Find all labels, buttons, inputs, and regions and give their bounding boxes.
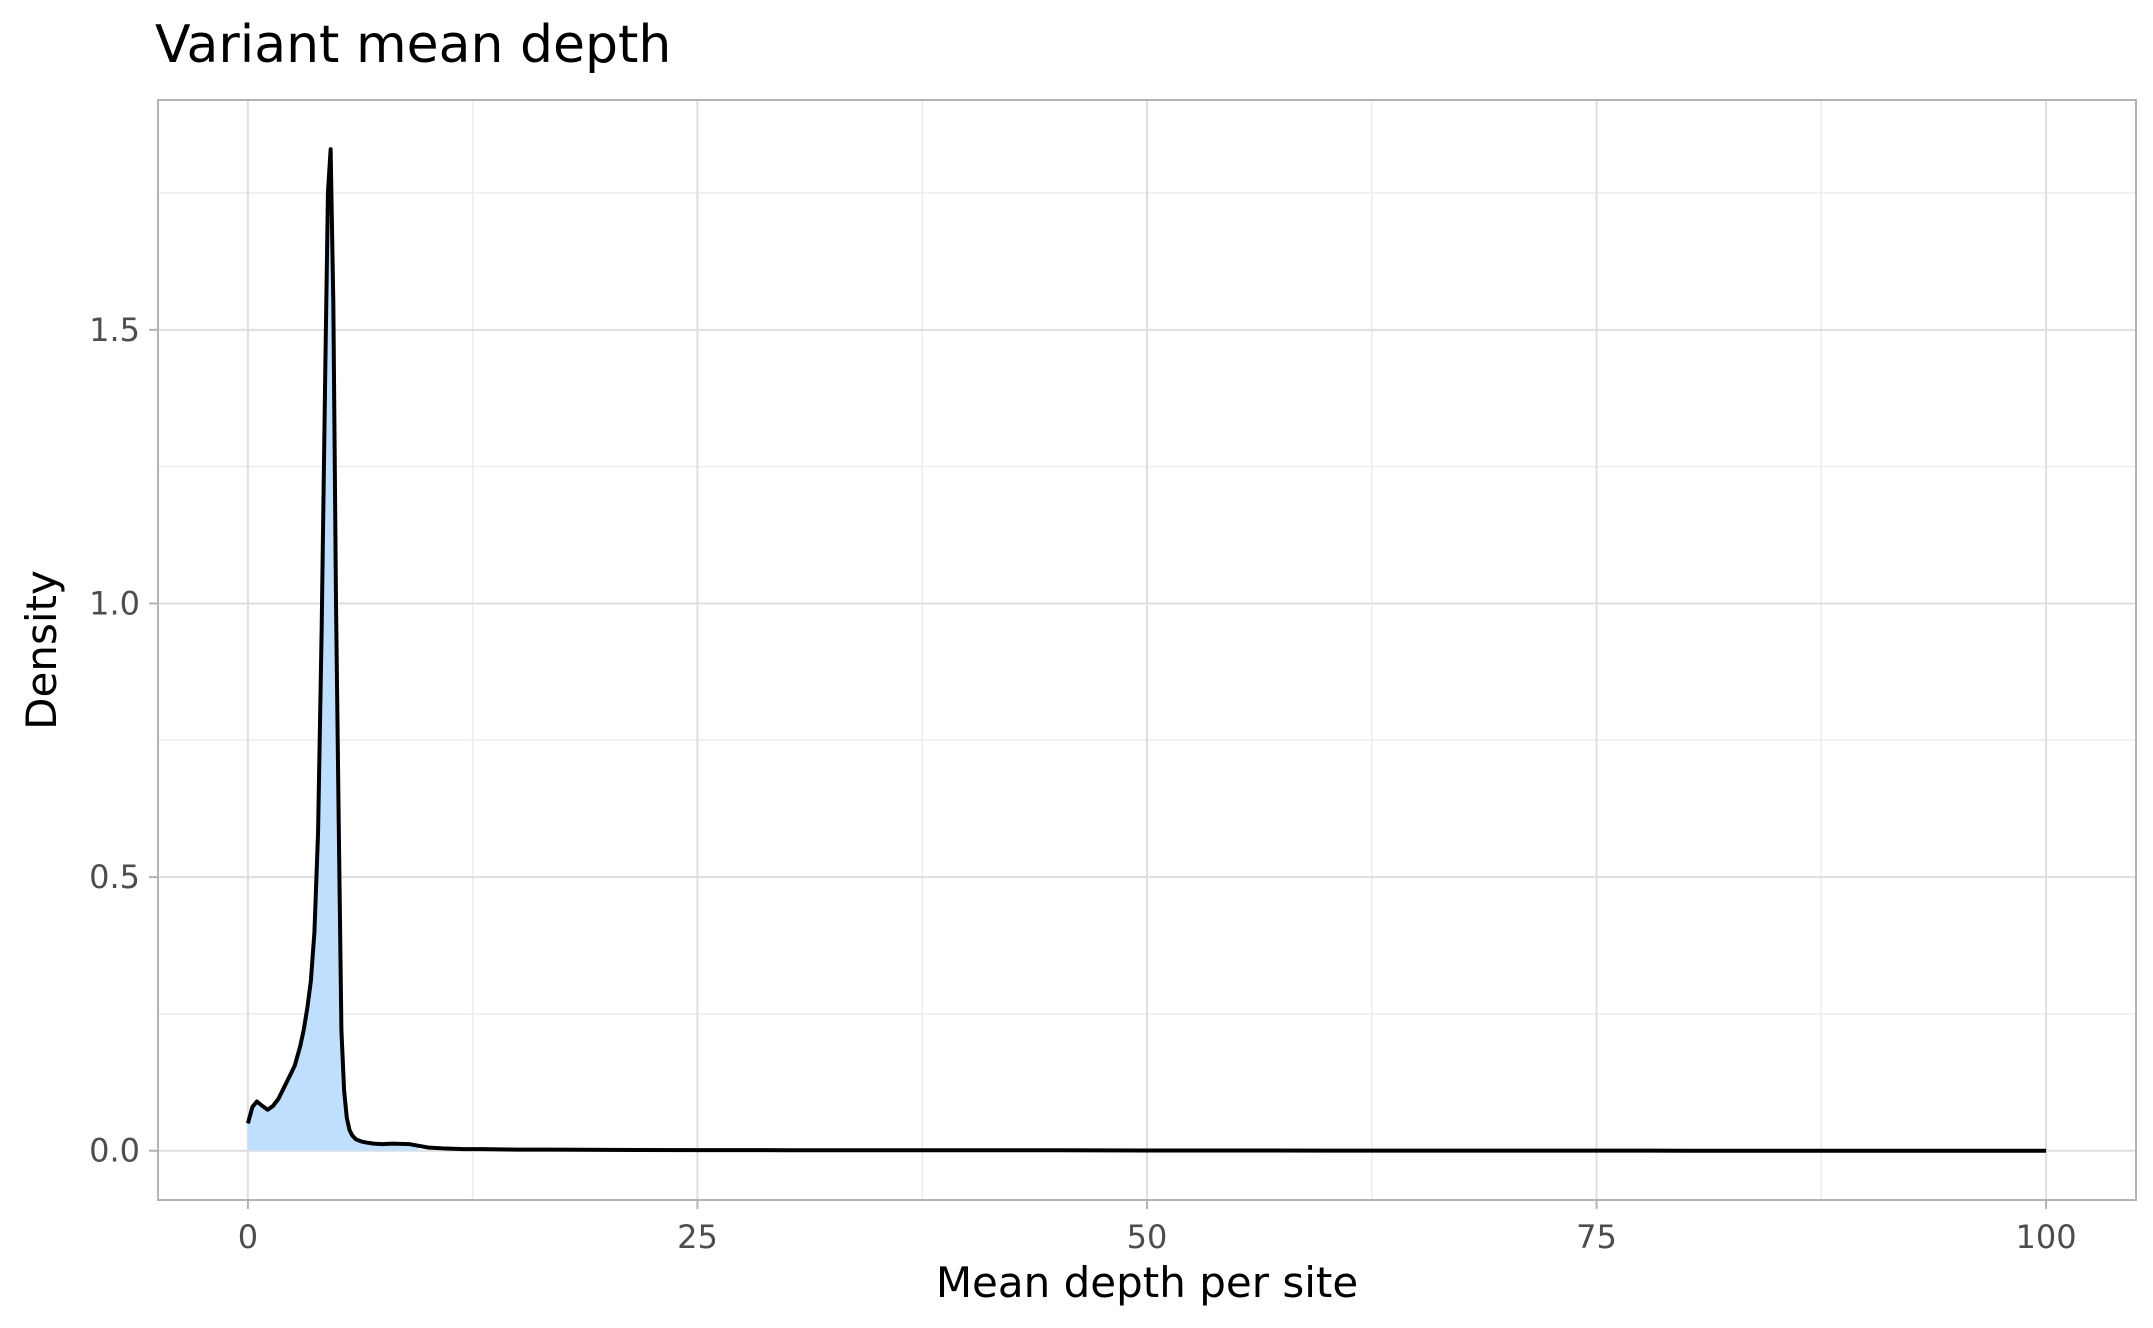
x-axis-label: Mean depth per site	[936, 1258, 1358, 1307]
x-tick-label: 75	[1576, 1218, 1617, 1256]
x-axis-ticks: 0 25 50 75 100	[238, 1200, 2077, 1256]
density-line	[245, 147, 2047, 1153]
chart-title: Variant mean depth	[155, 15, 671, 75]
density-area	[247, 149, 419, 1151]
x-tick-label: 100	[2016, 1218, 2077, 1256]
x-tick-label: 25	[677, 1218, 718, 1256]
y-tick-label: 0.5	[89, 858, 140, 896]
plot-panel	[157, 99, 2137, 1201]
x-tick-label: 0	[238, 1218, 258, 1256]
y-tick-label: 1.0	[89, 584, 140, 622]
y-tick-label: 0.0	[89, 1132, 140, 1170]
y-axis-ticks: 0.0 0.5 1.0 1.5	[89, 311, 158, 1170]
x-tick-label: 50	[1127, 1218, 1168, 1256]
y-tick-label: 1.5	[89, 311, 140, 349]
y-axis-label: Density	[17, 570, 66, 730]
